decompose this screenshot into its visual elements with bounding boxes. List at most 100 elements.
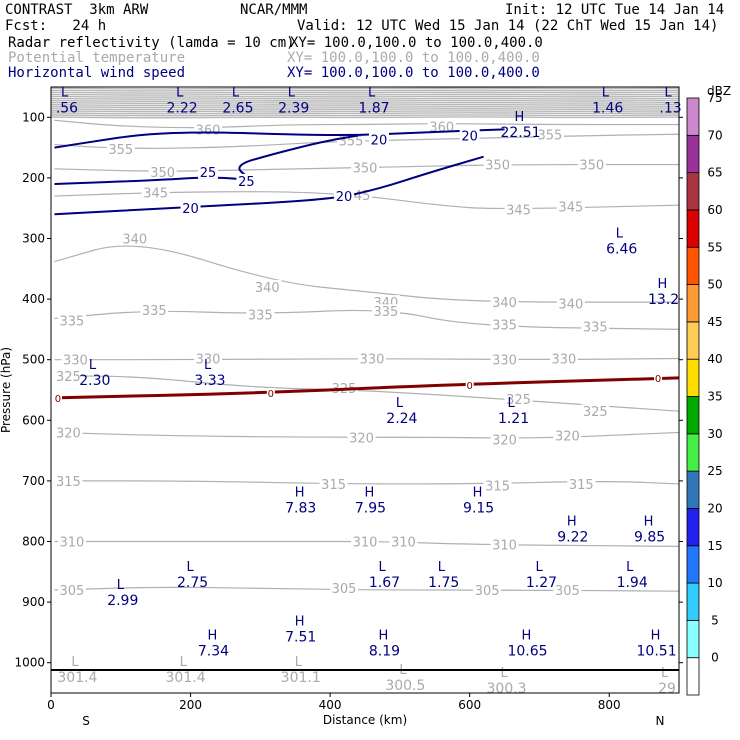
org-label: NCAR/MMM	[240, 2, 308, 18]
extremum-marker: H7.51	[285, 614, 316, 645]
dbz-colorbar: 0 5 10 15 20 25 30 35 40 45 50 55 60 65 70 75	[686, 91, 723, 696]
colorbar-swatch-30	[686, 433, 700, 472]
isotach-label-20: 20	[371, 134, 388, 149]
theta-label-325: 325	[583, 405, 608, 420]
theta-label-335: 335	[248, 308, 273, 323]
theta-label-335: 335	[374, 305, 399, 320]
theta-label-bg	[57, 534, 86, 549]
band-isentrope	[51, 101, 679, 105]
extrema-markers: L.56L2.22L2.65L2.39L1.87L1.46L.13H22.51L…	[56, 85, 682, 697]
isotach-label-25: 25	[200, 166, 217, 181]
theta-contour-310	[54, 540, 679, 547]
theta-label-340: 340	[492, 296, 517, 311]
extremum-marker: H9.85	[634, 514, 665, 545]
forecast-hour: Fcst: 24 h	[5, 18, 107, 34]
theta-label-bg	[148, 164, 177, 179]
theta-label-310: 310	[353, 536, 378, 551]
theta-label-bg	[357, 351, 386, 366]
extremum-value: 7.34	[198, 643, 229, 659]
theta-label-bg	[577, 157, 606, 172]
theta-label-bg	[330, 581, 359, 596]
isotach-label-bg	[368, 132, 389, 147]
low-marker-letter: L	[176, 85, 184, 100]
colorbar-swatch-45	[686, 321, 700, 360]
isotach-label-20: 20	[182, 202, 199, 217]
theta-label-330: 330	[360, 352, 385, 367]
theta-label-bg	[581, 404, 610, 419]
y-tick-label: 100	[22, 110, 45, 124]
low-marker-letter: L	[378, 560, 386, 575]
extremum-marker: H13.2	[648, 277, 679, 308]
low-marker-letter: L	[288, 85, 296, 100]
freezing-line	[54, 376, 679, 400]
colorbar-label-25: 25	[707, 464, 722, 478]
band-isentrope	[51, 99, 679, 102]
theta-label-bg	[490, 295, 519, 310]
colorbar-swatch-70	[686, 134, 700, 174]
extremum-value: 2.30	[79, 373, 110, 389]
extremum-marker: H9.22	[557, 514, 588, 545]
theta-label-330: 330	[492, 354, 517, 369]
theta-label-335: 335	[583, 320, 608, 335]
theta-label-bg	[490, 537, 519, 552]
extremum-marker: L2.99	[107, 578, 138, 609]
theta-label-bg	[57, 582, 86, 597]
colorbar-swatch-15	[686, 545, 700, 584]
extremum-value: 1.46	[592, 100, 623, 116]
colorbar-swatch-25	[686, 470, 700, 509]
colorbar-label-40: 40	[707, 352, 722, 366]
x-tick-label: 800	[598, 698, 621, 712]
extremum-marker: L2.22	[167, 85, 198, 116]
extremum-value: 2.22	[167, 100, 198, 116]
freezing-label: 0	[655, 374, 661, 385]
low-marker-letter: L	[89, 358, 97, 373]
extremum-marker: L2.39	[278, 85, 309, 116]
plot-background	[51, 87, 679, 693]
plot-frame	[50, 86, 680, 694]
colorbar-swatch-35	[686, 396, 700, 435]
theta-label-320: 320	[56, 426, 81, 441]
extremum-value: 301.1	[281, 670, 321, 686]
theta-label-bg	[567, 476, 596, 491]
theta-label-340: 340	[558, 297, 583, 312]
y-tick-label: 1000	[14, 656, 45, 670]
band-isentrope	[51, 105, 679, 109]
theta-label-345: 345	[558, 200, 583, 215]
colorbar-label-0: 0	[711, 651, 719, 665]
y-tick-label: 400	[22, 292, 45, 306]
theta-label-bg	[553, 428, 582, 443]
freezing-label-bg	[654, 372, 663, 383]
y-tick-label: 900	[22, 595, 45, 609]
low-marker-letter: L	[535, 560, 543, 575]
high-marker-letter: H	[295, 485, 305, 500]
theta-label-bg	[141, 185, 170, 200]
theta-label-bg	[54, 369, 83, 384]
theta-label-bg	[337, 133, 366, 148]
high-marker-letter: H	[651, 628, 661, 643]
low-marker-letter: L	[438, 560, 446, 575]
extremum-marker: L3.33	[194, 358, 225, 389]
theta-label-340: 340	[122, 233, 147, 248]
extremum-value: 29	[658, 681, 676, 697]
band-isentrope	[51, 91, 679, 94]
extremum-value: 2.65	[222, 100, 253, 116]
theta-label-315: 315	[569, 478, 594, 493]
high-marker-letter: H	[364, 485, 374, 500]
extremum-marker: L1.94	[617, 560, 648, 591]
theta-label-355: 355	[537, 128, 562, 143]
extremum-value: 10.51	[637, 643, 677, 659]
theta-label-bg	[351, 534, 379, 549]
theta-label-bg	[581, 319, 610, 334]
colorbar-swatch-75	[686, 97, 700, 136]
freezing-label-bg	[465, 380, 474, 391]
field-name-reflectivity: Radar reflectivity (lamda = 10 cm)	[8, 35, 295, 51]
theta-label-305: 305	[555, 584, 580, 599]
theta-label-bg	[504, 392, 533, 407]
extremum-marker: L2.30	[79, 358, 110, 389]
y-tick-label: 700	[22, 474, 45, 488]
extremum-value: 1.67	[369, 575, 400, 591]
theta-label-bg	[319, 476, 348, 491]
theta-label-bg	[120, 231, 149, 246]
colorbar-label-10: 10	[707, 576, 722, 590]
band-isentrope	[51, 97, 679, 100]
